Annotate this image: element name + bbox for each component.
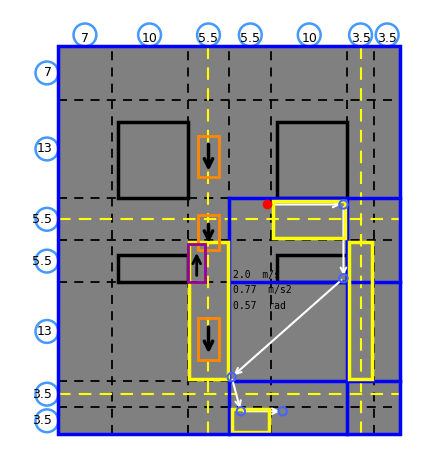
Bar [273,201,345,238]
Text: 0.77  m/s2: 0.77 m/s2 [233,285,292,296]
Text: 13: 13 [37,143,52,155]
Bar [189,243,228,378]
Bar [277,256,347,282]
Bar [232,409,269,432]
Bar [118,256,187,282]
Text: 10: 10 [301,32,317,45]
Text: 5.5: 5.5 [240,32,260,45]
Bar [198,135,219,177]
Text: 5.5: 5.5 [32,213,52,226]
Bar [58,46,401,434]
Text: 5.5: 5.5 [32,255,52,268]
Text: 7: 7 [44,67,52,80]
Text: 3.5: 3.5 [32,414,52,428]
Text: 7: 7 [81,32,89,45]
Bar [349,243,372,378]
Bar [198,318,219,360]
Bar [198,216,219,250]
Text: 3.5: 3.5 [32,388,52,400]
Text: 0.57  rad: 0.57 rad [233,301,286,310]
Text: 13: 13 [37,325,52,338]
Bar [118,122,187,198]
Bar [188,244,205,282]
Bar [277,122,347,198]
Text: 2.0  m/s: 2.0 m/s [233,270,280,280]
Text: 3.5: 3.5 [377,32,397,45]
Bar [58,46,401,434]
Text: 10: 10 [142,32,157,45]
Text: 5.5: 5.5 [198,32,218,45]
Text: 3.5: 3.5 [351,32,371,45]
